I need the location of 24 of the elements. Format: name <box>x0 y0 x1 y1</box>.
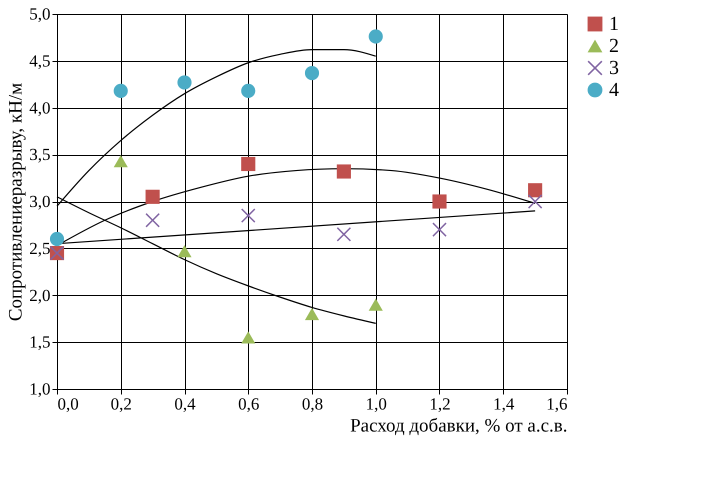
y-tick-label: 4,0 <box>29 98 50 118</box>
legend-label: 4 <box>609 79 619 101</box>
y-tick-label: 2,5 <box>29 238 50 258</box>
x-tick-label: 1,2 <box>429 394 451 414</box>
x-tick-label: 1,6 <box>546 394 568 414</box>
y-tick-label: 2,0 <box>29 286 50 305</box>
x-tick-label: 0,6 <box>238 394 260 414</box>
legend-label: 3 <box>609 57 619 79</box>
y-tick-label: 5,0 <box>29 4 50 24</box>
legend-label: 1 <box>609 13 619 35</box>
y-axis-title: Сопротивлениеразрыву, кН/м <box>5 82 26 322</box>
x-tick-label: 1,0 <box>366 394 387 414</box>
y-tick-label: 1,5 <box>29 332 50 352</box>
x-tick-label: 0,8 <box>302 394 324 414</box>
y-tick-label: 3,5 <box>29 145 50 164</box>
x-axis-title: Расход добавки, % от а.с.в. <box>350 416 568 436</box>
x-tick-label: 0,2 <box>110 394 132 414</box>
legend-label: 2 <box>609 35 619 57</box>
y-tick-label: 3,0 <box>29 192 50 211</box>
x-tick-label: 0,4 <box>174 394 196 414</box>
y-tick-label: 1,0 <box>29 380 50 398</box>
y-tick-label: 4,5 <box>29 51 50 70</box>
x-tick-label: 1,4 <box>493 394 515 414</box>
x-tick-label: 0,0 <box>58 394 79 414</box>
